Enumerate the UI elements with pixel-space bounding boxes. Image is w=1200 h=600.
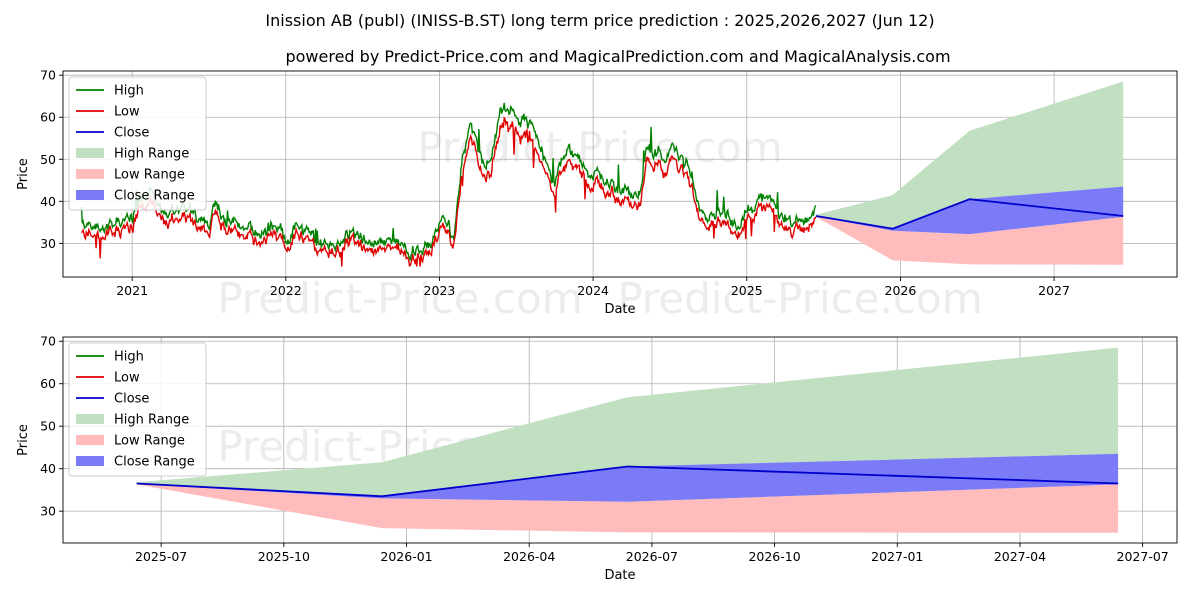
high-line (80, 102, 817, 261)
x-tick-label: 2025 (731, 283, 763, 298)
legend-swatch (76, 456, 104, 466)
x-tick-label: 2025-07 (135, 549, 187, 564)
legend-label: High Range (114, 147, 189, 162)
watermark: Predict-Price.com (217, 274, 582, 323)
legend-label: Close Range (114, 455, 195, 470)
legend-label: Low Range (114, 434, 185, 449)
x-tick-label: 2026 (885, 283, 917, 298)
low-range-band (815, 216, 1124, 265)
legend-label: Low (114, 371, 140, 386)
y-tick-label: 50 (40, 419, 56, 434)
y-tick-label: 60 (40, 110, 56, 125)
legend-swatch (76, 148, 104, 158)
x-tick-label: 2021 (116, 283, 148, 298)
x-tick-label: 2026-10 (748, 549, 800, 564)
legend-label: Low Range (114, 168, 185, 183)
plot-area (80, 81, 1124, 267)
low-line (81, 116, 817, 267)
y-tick-label: 70 (40, 68, 56, 83)
legend-swatch (76, 414, 104, 424)
x-tick-label: 2026-07 (626, 549, 678, 564)
y-tick-label: 70 (40, 334, 56, 349)
close-line (815, 198, 1124, 230)
close-line (136, 465, 1119, 498)
legend-swatch (76, 190, 104, 200)
close-range-band (815, 186, 1124, 235)
chart-subtitle: powered by Predict-Price.com and Magical… (285, 47, 950, 66)
low-range-band (136, 484, 1119, 533)
forecast-panel: 2025-07 2025-10 2026-01 2026-04 2026-07 2026-… (16, 334, 1178, 583)
axes-frame (62, 70, 1178, 278)
axes-frame (62, 336, 1178, 544)
x-tick-label: 2026-04 (503, 549, 555, 564)
x-tick-label: 2027-01 (871, 549, 923, 564)
x-tick-label: 2026-01 (380, 549, 432, 564)
legend-label: High (114, 84, 144, 99)
legend-label: Close Range (114, 189, 195, 204)
x-tick-label: 2024 (577, 283, 609, 298)
high-range-band (136, 347, 1119, 497)
x-tick-label: 2023 (424, 283, 456, 298)
legend-label: High Range (114, 413, 189, 428)
x-axis-label: Date (604, 568, 635, 583)
plot-area (136, 347, 1119, 533)
x-axis-label: Date (604, 302, 635, 317)
y-tick-label: 40 (40, 194, 56, 209)
y-axis-label: Price (16, 424, 31, 456)
y-tick-label: 50 (40, 152, 56, 167)
legend-label: Close (114, 126, 149, 141)
legend-label: Low (114, 105, 140, 120)
legend-label: Close (114, 392, 149, 407)
y-tick-label: 30 (40, 236, 56, 251)
legend-label: High (114, 350, 144, 365)
y-axis-label: Price (16, 158, 31, 190)
chart-title: Inission AB (publ) (INISS-B.ST) long ter… (265, 11, 934, 30)
x-tick-label: 2027-04 (994, 549, 1046, 564)
x-tick-label: 2027 (1038, 283, 1070, 298)
close-range-band (136, 453, 1119, 502)
legend-swatch (76, 169, 104, 179)
legend-swatch (76, 435, 104, 445)
y-tick-label: 60 (40, 376, 56, 391)
y-tick-label: 30 (40, 504, 56, 519)
high-range-band (815, 81, 1124, 229)
watermark: Predict-Price.com (617, 274, 982, 323)
y-tick-label: 40 (40, 461, 56, 476)
history-panel: 2021 2022 2023 2024 2025 2026 2027 30 40 50 60 70 Da… (16, 68, 1178, 317)
x-tick-label: 2027-07 (1117, 549, 1169, 564)
x-tick-label: 2025-10 (258, 549, 310, 564)
x-tick-label: 2022 (270, 283, 302, 298)
